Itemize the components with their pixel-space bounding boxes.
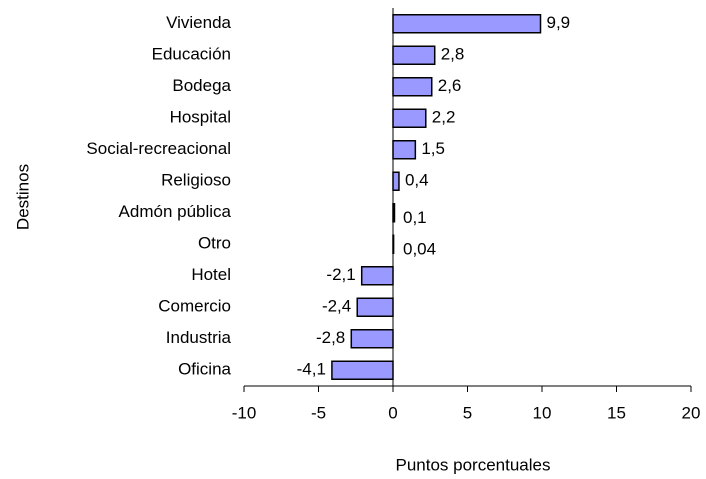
y-tick-label: Hotel — [191, 265, 231, 284]
value-label: 1,5 — [421, 139, 445, 158]
y-tick-label: Vivienda — [166, 13, 231, 32]
bar — [350, 329, 394, 349]
x-tick-label: 0 — [388, 403, 397, 422]
bar — [360, 266, 394, 286]
y-tick-label: Admón pública — [119, 202, 232, 221]
x-tick-label: 15 — [607, 403, 626, 422]
y-tick-label: Bodega — [172, 76, 231, 95]
x-tick-label: 20 — [682, 403, 701, 422]
bar — [356, 297, 394, 317]
bar — [392, 14, 542, 34]
value-label: 9,9 — [547, 13, 571, 32]
x-tick-label: -10 — [232, 403, 257, 422]
y-tick-label: Social-recreacional — [86, 139, 231, 158]
y-tick-label: Educación — [152, 45, 231, 64]
y-tick-label: Industria — [166, 328, 232, 347]
bar — [331, 360, 394, 380]
value-label: 0,4 — [405, 171, 429, 190]
x-tick-label: 10 — [533, 403, 552, 422]
x-tick-label: -5 — [311, 403, 326, 422]
bar — [392, 108, 427, 128]
value-label: 2,8 — [441, 45, 465, 64]
y-axis-label: Destinos — [13, 164, 32, 230]
bar — [392, 45, 436, 65]
value-label: -4,1 — [297, 360, 326, 379]
y-tick-label: Otro — [198, 234, 231, 253]
value-label: 0,1 — [403, 208, 427, 227]
y-tick-label: Religioso — [161, 171, 231, 190]
value-label: -2,8 — [316, 328, 345, 347]
bar — [392, 140, 417, 160]
y-tick-label: Oficina — [178, 360, 231, 379]
x-axis-label: Puntos porcentuales — [396, 455, 551, 474]
y-tick-label: Comercio — [158, 297, 231, 316]
value-label: 2,2 — [432, 108, 456, 127]
value-label: -2,4 — [322, 297, 351, 316]
bar — [392, 171, 400, 191]
value-label: 0,04 — [403, 240, 436, 259]
value-label: 2,6 — [438, 76, 462, 95]
bar — [392, 77, 433, 97]
y-tick-label: Hospital — [170, 108, 231, 127]
value-label: -2,1 — [326, 265, 355, 284]
x-tick-label: 5 — [463, 403, 472, 422]
